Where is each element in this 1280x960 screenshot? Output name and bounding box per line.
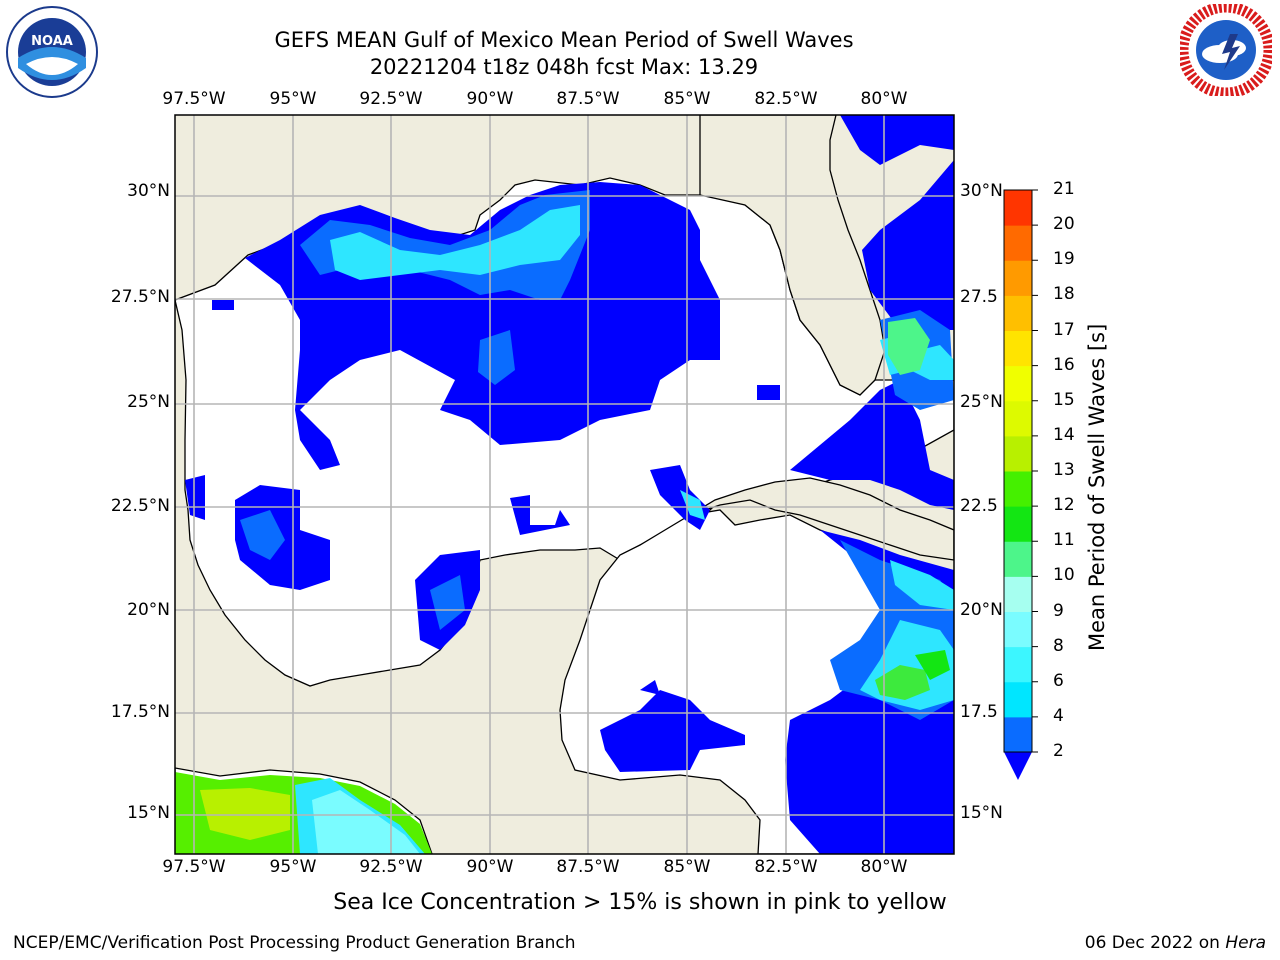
colorbar-segment <box>1004 471 1032 507</box>
colorbar-segment <box>1004 681 1032 718</box>
lat-label-left: 27.5°N <box>110 287 170 307</box>
lon-label-top: 80°W <box>860 89 908 109</box>
pacific-swell-field <box>175 772 432 854</box>
lon-label-top: 82.5°W <box>754 89 818 109</box>
lon-label-bottom: 97.5°W <box>162 857 226 877</box>
lat-label-left: 30°N <box>127 181 170 201</box>
colorbar-tick-label: 4 <box>1053 705 1064 726</box>
lat-label-right: 25°N <box>960 392 1003 412</box>
colorbar-segment <box>1004 646 1032 683</box>
colorbar-tick-label: 13 <box>1053 460 1075 480</box>
noaa-logo-text: NOAA <box>31 34 73 49</box>
colorbar-segment <box>1004 400 1032 437</box>
footer-host: Hera <box>1225 933 1266 953</box>
colorbar-tick-label: 15 <box>1053 389 1075 410</box>
colorbar-tick-label: 8 <box>1053 635 1064 656</box>
lon-label-top: 97.5°W <box>162 89 226 109</box>
lat-label-left: 20°N <box>127 600 170 620</box>
colorbar-tick-label: 6 <box>1053 670 1064 691</box>
colorbar-extend-triangle <box>1004 752 1032 780</box>
lon-label-top: 87.5°W <box>556 89 620 109</box>
chart-title: GEFS MEAN Gulf of Mexico Mean Period of … <box>274 28 854 52</box>
colorbar-segment <box>1004 576 1032 612</box>
lat-label-right: 27.5 <box>960 287 998 307</box>
cuba-island <box>689 477 954 561</box>
chart-subtitle: 20221204 t18z 048h fcst Max: 13.29 <box>369 55 759 79</box>
colorbar-segment <box>1004 295 1032 331</box>
colorbar-segment <box>1004 365 1032 402</box>
lat-label-right: 30°N <box>960 181 1003 201</box>
colorbar-tick-label: 14 <box>1053 424 1075 445</box>
colorbar-tick-label: 9 <box>1053 600 1064 621</box>
swell-period-green <box>875 318 950 700</box>
lat-label-right: 15°N <box>960 803 1003 823</box>
lat-lon-grid <box>175 115 954 854</box>
map-frame <box>174 114 955 855</box>
colorbar-segment <box>1004 190 1032 226</box>
lon-label-bottom: 82.5°W <box>754 857 818 877</box>
colorbar-title: Mean Period of Swell Waves [s] <box>1085 323 1109 651</box>
footer-organization: NCEP/EMC/Verification Post Processing Pr… <box>13 933 576 953</box>
colorbar-segment <box>1004 330 1032 367</box>
lon-label-bottom: 87.5°W <box>556 857 620 877</box>
colorbar-tick-label: 17 <box>1053 319 1075 340</box>
colorbar-tick-label: 16 <box>1053 354 1075 375</box>
footer-date: 06 Dec 2022 on Hera <box>1085 933 1266 953</box>
lon-label-top: 92.5°W <box>359 89 423 109</box>
sea-ice-note: Sea Ice Concentration > 15% is shown in … <box>333 890 947 915</box>
lat-label-right: 22.5 <box>960 496 998 516</box>
lat-label-left: 15°N <box>127 803 170 823</box>
lon-label-bottom: 90°W <box>466 857 514 877</box>
colorbar-tick-label: 18 <box>1053 284 1075 305</box>
colorbar-segment <box>1004 225 1032 261</box>
lat-label-left: 22.5°N <box>110 496 170 516</box>
colorbar <box>1003 189 1038 780</box>
lon-label-top: 90°W <box>466 89 514 109</box>
colorbar-segment <box>1004 541 1032 577</box>
colorbar-segment <box>1004 435 1032 472</box>
lat-label-left: 17.5°N <box>110 702 170 722</box>
lon-label-bottom: 85°W <box>663 857 711 877</box>
lat-label-left: 25°N <box>127 392 170 412</box>
colorbar-segment <box>1004 260 1032 296</box>
colorbar-tick-label: 20 <box>1053 214 1075 235</box>
lon-label-bottom: 92.5°W <box>359 857 423 877</box>
colorbar-tick-label: 19 <box>1053 249 1075 270</box>
lon-label-top: 85°W <box>663 89 711 109</box>
colorbar-segment <box>1004 611 1032 648</box>
lon-label-bottom: 80°W <box>860 857 908 877</box>
footer-date-text: 06 Dec 2022 on <box>1084 933 1220 953</box>
nws-logo <box>1177 1 1275 100</box>
colorbar-segment <box>1004 506 1032 542</box>
colorbar-segment <box>1004 716 1032 753</box>
colorbar-tick-label: 21 <box>1053 179 1075 199</box>
lat-label-right: 20°N <box>960 600 1003 620</box>
lon-label-bottom: 95°W <box>269 857 317 877</box>
lon-label-top: 95°W <box>269 89 317 109</box>
colorbar-tick-label: 11 <box>1053 530 1075 551</box>
noaa-logo: NOAA <box>6 6 98 102</box>
colorbar-tick-label: 12 <box>1053 495 1075 516</box>
colorbar-tick-label: 10 <box>1053 565 1075 586</box>
colorbar-tick-label: 2 <box>1053 741 1064 761</box>
lat-label-right: 17.5 <box>960 702 998 722</box>
